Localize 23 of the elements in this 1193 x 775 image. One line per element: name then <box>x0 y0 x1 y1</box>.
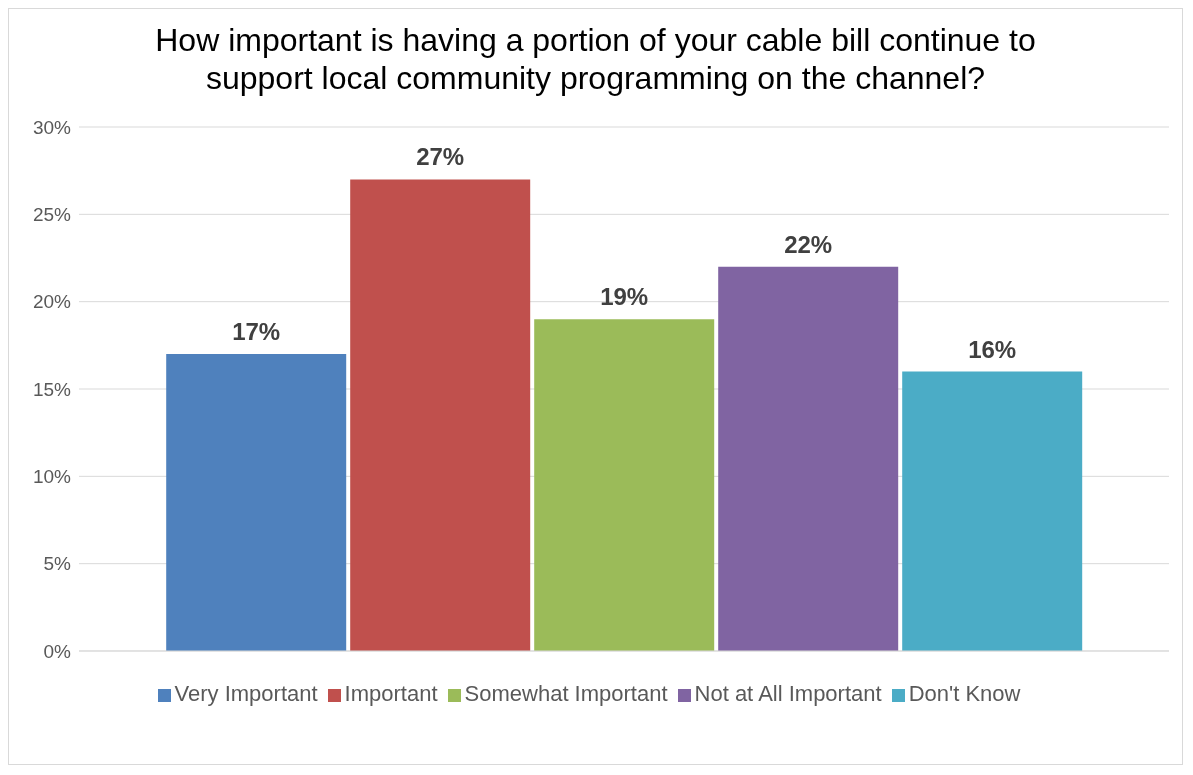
y-tick-label: 20% <box>32 291 72 313</box>
y-tick-label: 10% <box>32 466 72 488</box>
y-tick-label: 25% <box>32 204 72 226</box>
bar <box>534 319 715 651</box>
chart-title: How important is having a portion of your cable bill continue to support local community programming on the channel? <box>154 21 1037 97</box>
data-label: 22% <box>784 230 833 258</box>
legend-label: Don't Know <box>908 681 1021 706</box>
legend-label: Very Important <box>174 681 318 706</box>
legend-label: Somewhat Important <box>464 681 668 706</box>
data-label: 17% <box>232 318 281 346</box>
data-label: 19% <box>600 283 649 311</box>
data-label: 16% <box>968 335 1017 363</box>
bar <box>166 354 347 651</box>
legend-label: Important <box>344 681 438 706</box>
bar <box>718 266 899 651</box>
y-tick-label: 15% <box>32 378 72 400</box>
y-tick-label: 30% <box>32 116 72 138</box>
bar <box>902 371 1083 651</box>
bar <box>350 179 531 651</box>
data-label: 27% <box>416 143 465 171</box>
y-tick-label: 5% <box>43 553 72 575</box>
legend-label: Not at All Important <box>694 681 882 706</box>
y-tick-label: 0% <box>43 640 72 662</box>
